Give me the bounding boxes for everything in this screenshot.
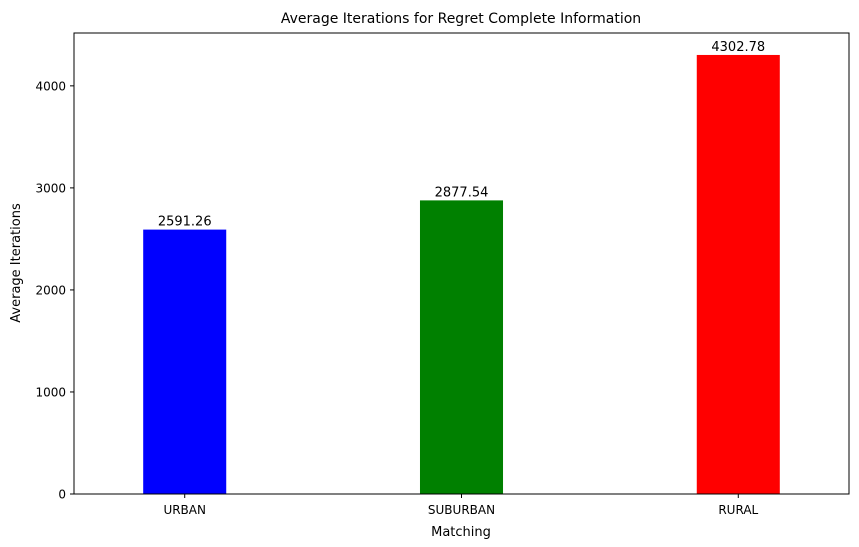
y-axis-ticks: 0 1000 2000 3000 4000 [35,79,74,502]
x-tick-label: SUBURBAN [428,503,495,517]
x-axis-ticks: URBAN SUBURBAN RURAL [163,494,759,517]
bar-rural [696,54,780,494]
bar-suburban [419,200,504,494]
x-tick-label: RURAL [718,503,758,517]
chart-title: Average Iterations for Regret Complete I… [281,11,641,27]
y-tick-label: 2000 [35,283,66,297]
y-tick-label: 3000 [35,181,66,195]
y-tick-label: 0 [58,488,66,502]
y-tick-label: 4000 [35,79,66,93]
bar-value-label: 2591.26 [158,215,212,230]
x-axis-label: Matching [431,525,491,540]
x-tick-label: URBAN [163,503,206,517]
y-axis-label: Average Iterations [9,203,24,323]
bar-value-label: 2877.54 [435,185,489,200]
plot-area: 2591.26 2877.54 4302.78 [143,40,780,494]
bar-value-label: 4302.78 [711,40,765,55]
y-tick-label: 1000 [35,385,66,399]
bar-urban [143,229,227,494]
